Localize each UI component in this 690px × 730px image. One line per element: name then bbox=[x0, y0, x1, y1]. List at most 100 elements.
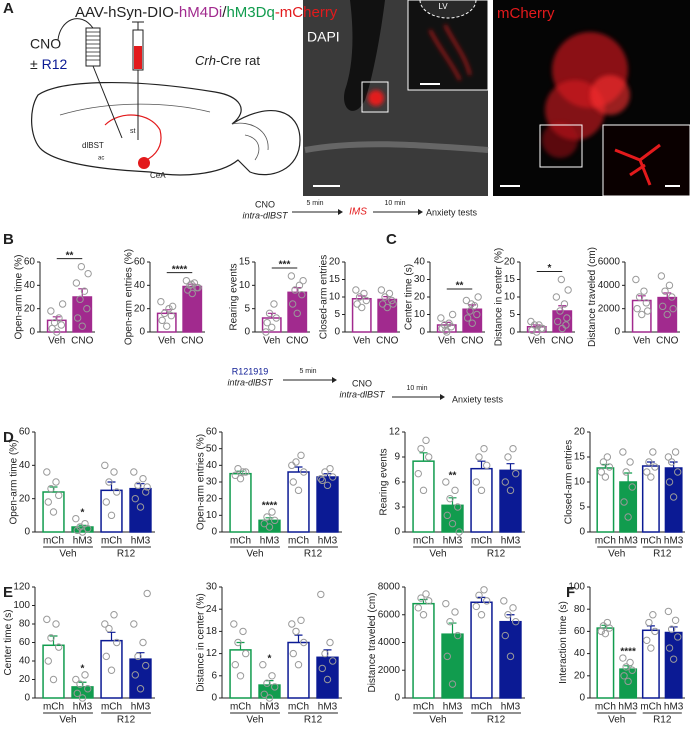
data-point bbox=[671, 616, 680, 624]
x-tick-label: mCh bbox=[471, 702, 492, 713]
data-point bbox=[55, 643, 63, 651]
data-point bbox=[158, 316, 166, 325]
x-tick-label: hM3 bbox=[664, 702, 684, 713]
data-point bbox=[414, 604, 422, 612]
data-point bbox=[81, 671, 89, 679]
data-point bbox=[294, 486, 303, 495]
data-point bbox=[272, 314, 281, 322]
data-point bbox=[504, 453, 512, 461]
data-point bbox=[483, 597, 491, 605]
y-tick-label: 10 bbox=[574, 477, 586, 488]
y-axis-label: Open-arm entries (%) bbox=[123, 249, 134, 345]
data-point bbox=[624, 513, 632, 521]
data-point bbox=[419, 611, 428, 619]
y-tick-label: 0 bbox=[394, 527, 400, 538]
data-point bbox=[105, 478, 113, 486]
bar bbox=[229, 649, 252, 699]
data-point bbox=[500, 597, 508, 605]
y-tick-label: 30 bbox=[414, 274, 426, 285]
error-bar bbox=[477, 460, 486, 469]
data-point bbox=[472, 602, 480, 611]
bar bbox=[441, 633, 464, 699]
data-point bbox=[242, 468, 250, 476]
data-point bbox=[44, 498, 52, 506]
x-tick-label: mCh bbox=[43, 536, 64, 547]
stain-label: DAPI bbox=[307, 29, 340, 45]
data-point bbox=[139, 638, 147, 647]
data-point bbox=[667, 458, 676, 466]
timeline-delay: 10 min bbox=[406, 385, 427, 392]
y-tick-label: 18 bbox=[206, 626, 218, 637]
y-tick-label: 0 bbox=[614, 327, 620, 338]
micrograph-dapi bbox=[303, 0, 489, 196]
y-tick-label: 80 bbox=[19, 619, 31, 630]
error-bar bbox=[646, 461, 655, 466]
y-axis-label: Distance traveled (cm) bbox=[367, 592, 378, 692]
data-point bbox=[78, 694, 87, 702]
x-tick-label: Veh bbox=[158, 336, 175, 347]
data-point bbox=[194, 283, 202, 292]
error-bar bbox=[107, 631, 116, 641]
data-point bbox=[58, 300, 67, 308]
data-point bbox=[468, 319, 476, 327]
data-point bbox=[553, 317, 562, 326]
data-point bbox=[186, 281, 194, 290]
data-point bbox=[466, 307, 474, 315]
data-point bbox=[297, 616, 305, 624]
data-point bbox=[388, 296, 396, 305]
data-point bbox=[480, 444, 488, 453]
x-tick-label: hM3 bbox=[318, 702, 338, 713]
bar bbox=[351, 298, 372, 333]
data-point bbox=[182, 276, 191, 285]
y-axis-label: Closed-arm entries bbox=[318, 255, 329, 339]
data-point bbox=[187, 280, 196, 288]
data-point bbox=[323, 675, 332, 684]
data-point bbox=[130, 468, 138, 476]
data-point bbox=[101, 461, 109, 470]
data-point bbox=[326, 638, 334, 647]
y-tick-label: 20 bbox=[414, 292, 426, 303]
data-point bbox=[297, 451, 305, 460]
data-point bbox=[512, 617, 520, 626]
y-tick-label: 20 bbox=[574, 427, 586, 438]
y-tick-label: 40 bbox=[19, 656, 31, 667]
data-point bbox=[160, 309, 169, 318]
data-point bbox=[669, 493, 678, 501]
y-axis-label: Interaction time (s) bbox=[558, 601, 569, 684]
data-point bbox=[52, 620, 60, 628]
data-point bbox=[605, 463, 614, 471]
y-tick-label: 20 bbox=[504, 257, 516, 268]
data-point bbox=[107, 666, 116, 674]
x-tick-label: CNO bbox=[461, 336, 483, 347]
timeline: R121919 intra-dlBST 5 min CNO intra-dlBS… bbox=[227, 366, 503, 404]
x-tick-label: hM3 bbox=[73, 702, 93, 713]
y-axis-label: Center time (s) bbox=[3, 609, 14, 675]
y-tick-label: 5 bbox=[509, 309, 515, 320]
data-point bbox=[477, 611, 486, 619]
data-point bbox=[448, 310, 457, 319]
y-tick-label: 30 bbox=[206, 582, 218, 593]
data-point bbox=[47, 634, 55, 642]
data-point bbox=[84, 269, 92, 278]
data-point bbox=[556, 307, 564, 315]
timeline-stress: IMS bbox=[349, 207, 367, 218]
data-point bbox=[360, 289, 368, 298]
y-tick-label: 4000 bbox=[598, 280, 621, 291]
data-point bbox=[640, 287, 648, 295]
data-point bbox=[674, 468, 682, 476]
x-tick-label: hM3 bbox=[318, 536, 338, 547]
y-tick-label: 60 bbox=[574, 626, 586, 637]
x-tick-label: mCh bbox=[43, 702, 64, 713]
data-point bbox=[268, 323, 276, 332]
data-point bbox=[299, 276, 307, 285]
gene: Crh bbox=[195, 53, 216, 68]
significance-label: * bbox=[268, 653, 272, 664]
timeline-route: intra-dlBST bbox=[227, 377, 274, 387]
data-point bbox=[352, 286, 360, 294]
data-point bbox=[321, 649, 329, 658]
data-point bbox=[52, 478, 60, 486]
group-label: Veh bbox=[429, 715, 446, 726]
data-point bbox=[665, 478, 674, 486]
